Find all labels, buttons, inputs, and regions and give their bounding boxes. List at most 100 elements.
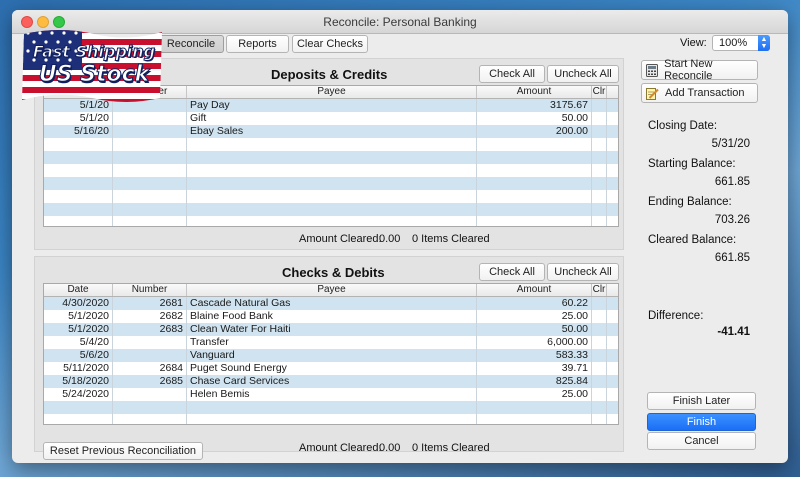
cell-number: 2681 [113,297,187,310]
cell-payee: Transfer [187,336,477,349]
col-amount-header[interactable]: Amount [477,86,592,98]
clear-checkbox[interactable] [592,323,607,336]
table-row[interactable]: 5/1/2020 2682 Blaine Food Bank 25.00 [44,310,618,323]
table-row[interactable]: 5/1/20 Pay Day 3175.67 [44,99,618,112]
cell-date: 5/24/2020 [44,388,113,401]
cell-amount: 25.00 [477,310,592,323]
table-row[interactable]: 5/24/2020 Helen Bemis 25.00 [44,388,618,401]
finish-button[interactable]: Finish [647,413,756,431]
table-row[interactable]: 5/1/20 Gift 50.00 [44,112,618,125]
row-spacer [607,310,618,323]
deposits-items-cleared: 0 Items Cleared [412,233,490,245]
deposits-amount-cleared-label: Amount Cleared: [299,233,382,245]
table-row[interactable]: 5/16/20 Ebay Sales 200.00 [44,125,618,138]
clear-checkbox[interactable] [592,112,607,125]
col-payee-header[interactable]: Payee [187,86,477,98]
reset-previous-reconciliation-button[interactable]: Reset Previous Reconciliation [43,442,203,460]
closing-date-value: 5/31/20 [711,138,750,150]
table-row[interactable]: 5/6/20 Vanguard 583.33 [44,349,618,362]
col-clr-header[interactable]: Clr [592,284,607,296]
cell-amount: 39.71 [477,362,592,375]
stepper-arrows-icon: ▲ ▼ [758,35,770,51]
zoom-select[interactable]: 100% ▲ ▼ [712,35,770,51]
clear-checkbox[interactable] [592,375,607,388]
clear-checkbox[interactable] [592,310,607,323]
cell-payee: Chase Card Services [187,375,477,388]
row-spacer [607,125,618,138]
row-spacer [607,297,618,310]
cell-amount: 3175.67 [477,99,592,112]
row-spacer [607,375,618,388]
col-amount-header[interactable]: Amount [477,284,592,296]
row-spacer [607,362,618,375]
cell-payee: Cascade Natural Gas [187,297,477,310]
minimize-window-button[interactable] [37,16,49,28]
clear-checkbox[interactable] [592,388,607,401]
finish-later-button[interactable]: Finish Later [647,392,756,410]
table-row[interactable]: 4/30/2020 2681 Cascade Natural Gas 60.22 [44,297,618,310]
reports-button[interactable]: Reports [226,35,289,53]
cell-number: 2682 [113,310,187,323]
col-payee-header[interactable]: Payee [187,284,477,296]
add-transaction-button[interactable]: Add Transaction [641,83,758,103]
ending-balance-label: Ending Balance: [648,196,732,208]
clear-checkbox[interactable] [592,336,607,349]
row-spacer [607,99,618,112]
empty-row [44,177,618,190]
cell-number [113,388,187,401]
checks-amount-cleared-value: 0.00 [379,442,401,454]
row-spacer [607,349,618,362]
ending-balance-value: 703.26 [714,214,750,226]
notepad-pencil-icon [646,87,659,100]
deposits-uncheck-all-button[interactable]: Uncheck All [547,65,619,83]
cancel-button[interactable]: Cancel [647,432,756,450]
cell-payee: Puget Sound Energy [187,362,477,375]
cell-payee: Vanguard [187,349,477,362]
cell-date: 5/6/20 [44,349,113,362]
cell-number: 2685 [113,375,187,388]
checks-items-cleared: 0 Items Cleared [412,442,490,454]
checks-check-all-button[interactable]: Check All [479,263,545,281]
cell-date: 5/4/20 [44,336,113,349]
col-clr-header[interactable]: Clr [592,86,607,98]
cell-number [113,125,187,138]
clear-checkbox[interactable] [592,297,607,310]
checks-table: Date Number Payee Amount Clr 4/30/2020 2… [43,283,619,425]
col-date-header[interactable]: Date [44,284,113,296]
clear-checkbox[interactable] [592,99,607,112]
clear-checkbox[interactable] [592,362,607,375]
row-spacer [607,323,618,336]
col-number-header[interactable]: Number [113,284,187,296]
table-row[interactable]: 5/18/2020 2685 Chase Card Services 825.8… [44,375,618,388]
table-row[interactable]: 5/11/2020 2684 Puget Sound Energy 39.71 [44,362,618,375]
deposits-title: Deposits & Credits [271,67,388,82]
deposits-amount-cleared-value: 0.00 [379,233,401,245]
reconcile-window: Reconcile: Personal Banking Reconcile Re… [12,10,788,463]
cell-payee: Helen Bemis [187,388,477,401]
checks-uncheck-all-button[interactable]: Uncheck All [547,263,619,281]
cell-payee: Clean Water For Haiti [187,323,477,336]
close-window-button[interactable] [21,16,33,28]
starting-balance-value: 661.85 [714,176,750,188]
checks-title: Checks & Debits [282,265,385,280]
row-spacer [607,388,618,401]
table-row[interactable]: 5/4/20 Transfer 6,000.00 [44,336,618,349]
us-flag-icon [22,30,162,102]
closing-date-label: Closing Date: [648,120,718,132]
badge-line-1: Fast Shipping [32,42,156,62]
cell-payee: Pay Day [187,99,477,112]
reconcile-tab-button[interactable]: Reconcile [158,35,224,53]
empty-row [44,190,618,203]
cell-number: 2683 [113,323,187,336]
deposits-check-all-button[interactable]: Check All [479,65,545,83]
cell-number [113,336,187,349]
start-new-reconcile-button[interactable]: Start New Reconcile [641,58,758,82]
clear-checks-button[interactable]: Clear Checks [292,35,368,53]
table-row[interactable]: 5/1/2020 2683 Clean Water For Haiti 50.0… [44,323,618,336]
difference-label: Difference: [648,310,704,322]
clear-checkbox[interactable] [592,125,607,138]
empty-row [44,414,618,424]
cell-date: 5/16/20 [44,125,113,138]
clear-checkbox[interactable] [592,349,607,362]
zoom-window-button[interactable] [53,16,65,28]
